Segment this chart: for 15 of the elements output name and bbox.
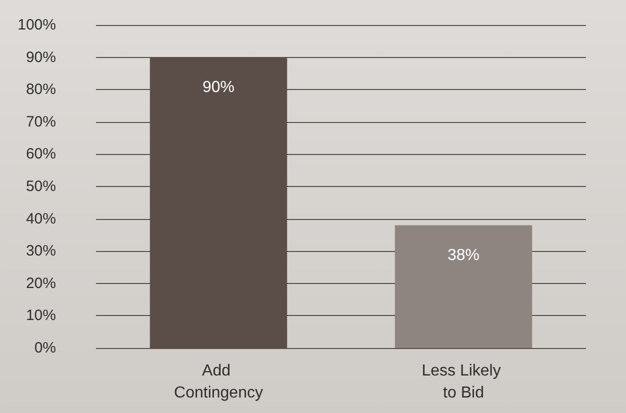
x-tick-label: Less Likely to Bid (422, 362, 506, 402)
y-tick-label: 90% (26, 48, 56, 66)
y-tick-label: 20% (26, 274, 56, 292)
y-tick-label: 40% (26, 210, 56, 228)
y-tick-label: 100% (18, 16, 56, 34)
y-tick-label: 80% (26, 81, 56, 98)
y-tick-label: 60% (26, 146, 56, 163)
y-tick-label: 0% (34, 340, 56, 356)
y-tick-label: 30% (26, 242, 56, 260)
x-tick-label: Add Contingency (174, 362, 263, 402)
y-tick-label: 10% (26, 307, 56, 324)
y-tick-label: 70% (26, 113, 56, 130)
y-tick-label: 50% (26, 178, 56, 195)
data-label: 90% (202, 78, 235, 96)
data-label: 38% (447, 246, 480, 264)
